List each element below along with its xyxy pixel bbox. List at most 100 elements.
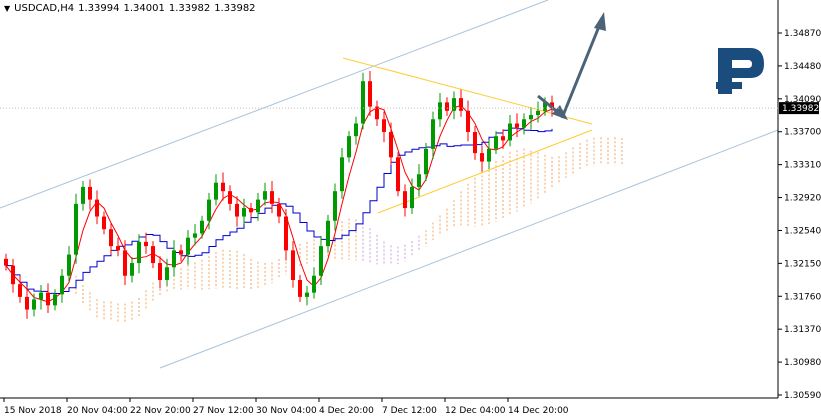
price-tick-label: 1.34480: [784, 62, 821, 72]
candle-body: [67, 254, 71, 276]
current-price-tag: 1.33982: [0, 102, 819, 115]
candle-body: [473, 131, 477, 154]
time-tick-label: 7 Dec 12:00: [382, 406, 437, 416]
candle-body: [361, 81, 365, 124]
candle-body: [123, 250, 127, 276]
price-tick-label: 1.34870: [784, 29, 821, 39]
candle-body: [39, 292, 43, 300]
candle-body: [459, 98, 463, 111]
price-tick-label: 1.30980: [784, 358, 821, 368]
price-axis: 1.34870 1.34480 1.34090 1.33700 1.33310 1.329…: [778, 29, 821, 401]
candle-body: [403, 191, 407, 209]
candle-body: [53, 294, 57, 306]
chart-title-bar: ▼ USDCAD,H4 1.33994 1.34001 1.33982 1.33…: [4, 3, 256, 14]
candle-body: [284, 216, 288, 251]
channel-lower-line: [159, 129, 779, 369]
candle-body: [466, 110, 470, 132]
candle-body: [179, 250, 183, 255]
candle-body: [60, 275, 64, 295]
time-tick-label: 14 Dec 20:00: [508, 406, 569, 416]
candle-body: [431, 119, 435, 149]
high-value: 1.34001: [123, 3, 165, 14]
candle-body: [151, 246, 155, 264]
candle-body: [200, 220, 204, 234]
triangle-upper-line: [342, 57, 593, 125]
candle-body: [228, 191, 232, 204]
candle-body: [11, 265, 15, 285]
candle-body: [375, 106, 379, 120]
candle-body: [291, 250, 295, 280]
candle-body: [249, 208, 253, 213]
time-tick-label: 20 Nov 04:00: [67, 406, 128, 416]
candle-body: [487, 148, 491, 162]
candle-body: [95, 199, 99, 217]
time-axis: 15 Nov 2018 20 Nov 04:00 22 Nov 20:00 27 No…: [3, 398, 569, 416]
candle-body: [480, 153, 484, 162]
candle-body: [256, 199, 260, 213]
time-tick-label: 12 Dec 04:00: [445, 406, 506, 416]
candle-body: [522, 119, 526, 128]
candle-body: [4, 258, 8, 266]
candle-body: [130, 263, 134, 276]
candle-body: [270, 191, 274, 204]
forecast-arrow-up: [560, 23, 602, 119]
candle-body: [242, 208, 246, 217]
candle-body: [368, 81, 372, 107]
ichimoku-cloud: [75, 137, 623, 324]
current-price-label: 1.33982: [782, 104, 819, 114]
triangle-down-icon[interactable]: ▼: [4, 4, 11, 13]
price-tick-label: 1.33700: [784, 128, 821, 138]
candle-body: [494, 136, 498, 149]
candle-body: [193, 233, 197, 238]
candle-body: [445, 102, 449, 111]
candle-body: [382, 119, 386, 132]
candle-body: [452, 98, 456, 111]
candle-body: [102, 216, 106, 230]
candle-body: [158, 263, 162, 280]
candle-body: [389, 131, 393, 158]
candle-body: [263, 191, 267, 200]
candle-body: [165, 267, 169, 280]
candle-body: [424, 148, 428, 175]
price-tick-label: 1.33310: [784, 161, 821, 171]
price-tick-label: 1.32150: [784, 259, 821, 269]
time-tick-label: 30 Nov 04:00: [256, 406, 317, 416]
price-tick-label: 1.31760: [784, 292, 821, 302]
candle-body: [25, 296, 29, 310]
candle-body: [312, 275, 316, 293]
candle-body: [221, 182, 225, 192]
candle-body: [333, 191, 337, 221]
candle-body: [137, 241, 141, 264]
price-tick-label: 1.31370: [784, 325, 821, 335]
price-tick-label: 1.32920: [784, 194, 821, 204]
candle-body: [501, 136, 505, 141]
candle-body: [396, 157, 400, 192]
candle-body: [172, 250, 176, 268]
candle-body: [410, 186, 414, 209]
arrowhead-up-icon: [594, 12, 606, 31]
current-price-box: [779, 102, 819, 115]
candle-body: [235, 203, 239, 217]
price-tick-label: 1.34090: [784, 95, 821, 105]
price-tick-label: 1.32540: [784, 226, 821, 236]
candle-body: [88, 186, 92, 200]
candle-body: [305, 292, 309, 297]
brand-r-logo-icon: [716, 48, 764, 94]
time-tick-label: 27 Nov 12:00: [193, 406, 254, 416]
price-tick-label: 1.30590: [784, 391, 821, 401]
open-value: 1.33994: [78, 3, 120, 14]
candle-body: [438, 102, 442, 120]
close-value: 1.33982: [214, 3, 256, 14]
candle-body: [550, 102, 554, 109]
candle-body: [515, 123, 519, 128]
forecast-arrow: [537, 12, 606, 120]
candle-body: [319, 246, 323, 276]
candle-body: [529, 115, 533, 120]
candle-body: [116, 246, 120, 251]
candle-body: [186, 237, 190, 255]
low-value: 1.33982: [168, 3, 211, 14]
candle-body: [277, 203, 281, 217]
candle-body: [207, 199, 211, 221]
